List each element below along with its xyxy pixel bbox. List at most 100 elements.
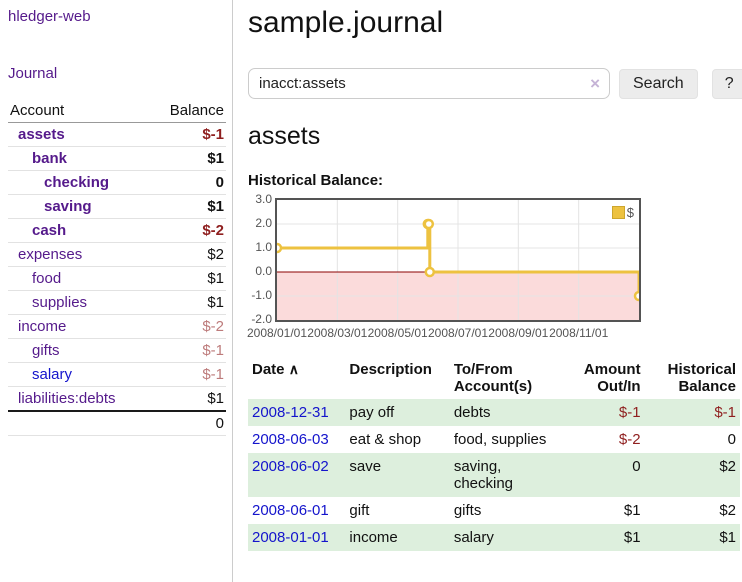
accounts-total-row: 0	[8, 410, 226, 436]
txn-header-description: Description	[349, 361, 432, 378]
sort-ascending-icon: ∧	[288, 361, 299, 377]
account-row: assets $-1	[8, 122, 226, 147]
historical-balance-chart: $ 3.0 2.0 1.0 0.0 -1.0 -2.0 2008/01/01 2008/03…	[246, 192, 740, 341]
txn-balance: $2	[719, 502, 736, 519]
x-tick-label: 2008/07/01	[427, 326, 489, 340]
sidebar-item-journal[interactable]: Journal	[8, 65, 58, 82]
transactions-table: Date ∧ Description To/From Account(s) Am…	[248, 357, 740, 551]
search-input[interactable]	[248, 68, 610, 99]
main-content: sample.journal × Search ? assets Histori…	[246, 0, 742, 551]
txn-date-link[interactable]: 2008-06-01	[252, 502, 329, 519]
account-balance: $-2	[150, 314, 226, 339]
chart-canvas	[271, 200, 645, 320]
txn-amount: $1	[623, 502, 641, 519]
txn-date-link[interactable]: 2008-06-03	[252, 431, 329, 448]
clear-search-icon[interactable]: ×	[590, 74, 600, 93]
account-link[interactable]: expenses	[8, 242, 151, 267]
txn-balance: $-1	[714, 404, 736, 421]
chart-legend: $	[611, 205, 634, 220]
transaction-row: 2008-06-03 eat & shop food, supplies $-2 0	[248, 426, 740, 453]
txn-date-link[interactable]: 2008-12-31	[252, 404, 329, 421]
account-row: expenses $2	[8, 242, 226, 267]
sidebar: hledger-web Journal Account Balance asse…	[0, 0, 233, 582]
transaction-row: 2008-06-02 save saving, checking 0 $2	[248, 453, 740, 497]
txn-balance: $2	[719, 458, 736, 475]
x-tick-label: 2008/05/01	[367, 326, 428, 340]
account-row: saving $1	[8, 194, 226, 219]
txn-date-link[interactable]: 2008-01-01	[252, 529, 329, 546]
account-row: income $-2	[8, 314, 226, 339]
txn-description: eat & shop	[349, 431, 422, 448]
help-button[interactable]: ?	[711, 68, 742, 99]
account-link[interactable]: assets	[8, 122, 151, 147]
account-balance: $-2	[150, 218, 226, 243]
search-bar: × Search ?	[248, 68, 742, 99]
x-tick-label: 2008/01/01	[246, 326, 308, 340]
y-tick-label: 2.0	[255, 216, 272, 230]
transaction-row: 2008-12-31 pay off debts $-1 $-1	[248, 399, 740, 426]
txn-header-balance: Historical Balance	[667, 361, 736, 395]
account-balance: $1	[150, 386, 226, 412]
txn-balance: 0	[727, 431, 736, 448]
account-row: checking 0	[8, 170, 226, 195]
txn-header-amount: Amount Out/In	[583, 361, 641, 395]
txn-accounts: gifts	[453, 502, 482, 519]
txn-balance: $1	[719, 529, 736, 546]
txn-date-link[interactable]: 2008-06-02	[252, 458, 329, 475]
x-tick-label: 2008/11/01	[549, 326, 609, 340]
account-link[interactable]: cash	[8, 218, 151, 243]
y-tick-label: 0.0	[255, 264, 272, 278]
x-tick-label: 2008/03/01	[307, 326, 368, 340]
app-title[interactable]: hledger-web	[8, 8, 91, 25]
account-balance: $-1	[150, 362, 226, 387]
account-link[interactable]: salary	[8, 362, 151, 387]
accounts-total-value: 0	[8, 410, 226, 436]
account-row: liabilities:debts $1	[8, 386, 226, 412]
y-tick-label: -1.0	[251, 288, 272, 302]
account-link[interactable]: food	[8, 266, 151, 291]
search-button[interactable]: Search	[619, 68, 698, 99]
accounts-table: Account Balance assets $-1 bank $1 checking 0…	[8, 99, 226, 436]
legend-swatch-icon	[611, 206, 625, 219]
txn-amount: 0	[632, 458, 641, 475]
page-title: sample.journal	[248, 6, 444, 39]
search-field-wrap: ×	[248, 68, 610, 99]
transaction-row: 2008-06-01 gift gifts $1 $2	[248, 497, 740, 524]
account-balance: $2	[150, 242, 226, 267]
account-balance: $-1	[150, 122, 226, 147]
accounts-table-body: assets $-1 bank $1 checking 0 saving $1 cash $-2 e…	[8, 122, 226, 412]
account-balance: $1	[150, 146, 226, 171]
transactions-table-body: 2008-12-31 pay off debts $-1 $-1 2008-06-03 ea…	[248, 399, 740, 551]
txn-amount: $-1	[618, 404, 641, 421]
y-tick-label: -2.0	[251, 312, 272, 326]
y-tick-label: 3.0	[255, 192, 272, 206]
txn-accounts: salary	[453, 529, 494, 546]
account-link[interactable]: liabilities:debts	[8, 386, 151, 412]
txn-header-date-label: Date	[252, 361, 285, 378]
txn-header-date[interactable]: Date ∧	[248, 357, 345, 399]
account-link[interactable]: supplies	[8, 290, 151, 315]
txn-accounts: debts	[453, 404, 491, 421]
account-link[interactable]: gifts	[8, 338, 151, 363]
txn-description: gift	[349, 502, 370, 519]
account-link[interactable]: bank	[8, 146, 151, 171]
txn-accounts: saving, checking	[453, 458, 514, 492]
account-heading: assets	[248, 122, 321, 150]
account-balance: $-1	[150, 338, 226, 363]
account-link[interactable]: income	[8, 314, 151, 339]
account-row: cash $-2	[8, 218, 226, 243]
account-link[interactable]: saving	[8, 194, 151, 219]
account-row: bank $1	[8, 146, 226, 171]
account-row: food $1	[8, 266, 226, 291]
account-link[interactable]: checking	[8, 170, 151, 195]
x-tick-label: 2008/09/01	[488, 326, 549, 340]
txn-description: pay off	[349, 404, 395, 421]
txn-accounts: food, supplies	[453, 431, 547, 448]
chart-plot-area: $	[271, 198, 645, 322]
txn-description: income	[349, 529, 398, 546]
accounts-header-balance: Balance	[150, 99, 226, 123]
account-row: salary $-1	[8, 362, 226, 387]
chart-title: Historical Balance:	[248, 172, 384, 189]
account-balance: 0	[150, 170, 226, 195]
accounts-header-account: Account	[8, 99, 151, 123]
